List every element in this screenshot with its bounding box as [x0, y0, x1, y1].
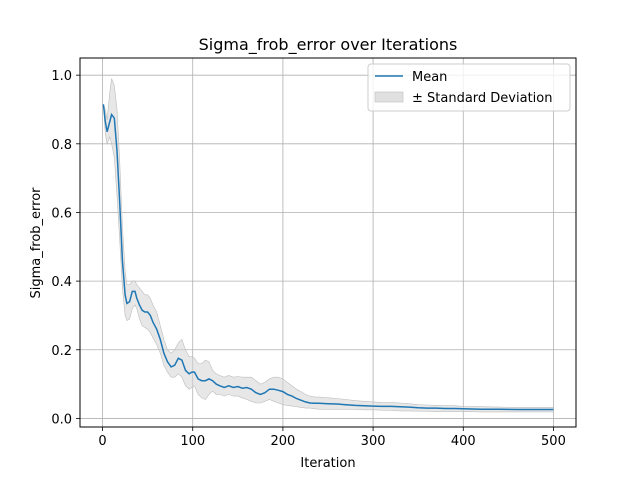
legend-std-label: ± Standard Deviation — [412, 91, 552, 106]
x-tick-label: 100 — [180, 434, 205, 449]
y-tick-label: 0.2 — [51, 344, 72, 359]
legend-box — [367, 63, 571, 112]
x-axis-title: Iteration — [300, 456, 355, 471]
x-tick-label: 200 — [270, 434, 295, 449]
legend-std-swatch — [374, 91, 404, 103]
chart-title: Sigma_frob_error over Iterations — [199, 35, 458, 55]
legend-mean-label: Mean — [412, 70, 447, 85]
x-tick-label: 500 — [541, 434, 566, 449]
y-tick-label: 0.4 — [51, 275, 72, 290]
x-tick-label: 300 — [361, 434, 386, 449]
mean-series-line — [102, 104, 554, 411]
plot-area-frame — [79, 57, 577, 428]
legend: Mean ± Standard Deviation — [367, 63, 571, 112]
x-tick-label: 0 — [98, 434, 106, 449]
axis-ticks: 0 100 200 300 400 500 0.0 0.2 0.4 0.6 0.8 1.0 — [51, 69, 566, 449]
y-tick-label: 0.8 — [51, 138, 72, 153]
y-tick-label: 0.6 — [51, 206, 72, 221]
y-tick-label: 0.0 — [51, 412, 72, 427]
y-axis-title: Sigma_frob_error — [29, 187, 44, 299]
x-tick-label: 400 — [451, 434, 476, 449]
y-tick-label: 1.0 — [51, 69, 72, 84]
